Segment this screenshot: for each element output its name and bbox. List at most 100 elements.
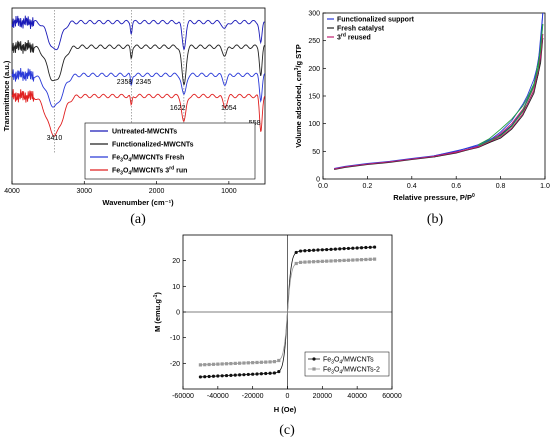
panel-c-marker xyxy=(251,361,255,365)
panel-c-marker xyxy=(277,369,281,374)
panel-a-annotation: 1054 xyxy=(221,105,237,112)
panel-c-marker xyxy=(264,360,268,364)
panel-a-series-line xyxy=(11,89,266,137)
panel-c-marker xyxy=(251,372,255,376)
panel-c: -60000 -40000 -20000 0 20000 40000 60000 -20 -10… xyxy=(153,234,402,438)
panel-c-marker xyxy=(211,362,216,366)
panel-c-marker xyxy=(342,247,346,251)
panel-b-ytick-label: 200 xyxy=(308,66,320,73)
panel-c-ytick-label: 20 xyxy=(172,258,180,265)
panel-c-marker xyxy=(203,363,207,367)
panel-c-marker xyxy=(198,363,203,367)
panel-c-ytick-label: -20 xyxy=(170,361,180,368)
panel-b-ytick-label: 100 xyxy=(308,121,320,128)
panel-c-marker xyxy=(255,360,259,365)
panel-a-series-line xyxy=(11,15,265,51)
panel-b-legend-label: Fresh catalyst xyxy=(337,26,385,33)
panel-a-caption: (a) xyxy=(130,212,146,227)
panel-c-marker xyxy=(355,258,359,262)
panel-c-xtick-label: 0 xyxy=(286,393,290,400)
panel-a-legend-label: Fe3O4/MWCNTs 3rd run xyxy=(112,166,187,177)
panel-c-marker xyxy=(312,248,316,252)
panel-b-ytick-label: 150 xyxy=(308,94,320,101)
panel-b: 0.0 0.2 0.4 0.6 0.8 1.0 0 50 100 150 200 250 300 Fun… xyxy=(294,11,550,228)
panel-c-marker xyxy=(207,362,211,367)
panel-c-marker xyxy=(264,371,268,376)
panel-a-annotation: 2345 xyxy=(136,79,152,86)
panel-b-xlabel: Relative pressure, P/P0 xyxy=(393,193,475,202)
panel-c-marker xyxy=(242,373,246,377)
panel-a-legend-label: Fe3O4/MWCNTs Fresh xyxy=(112,155,184,164)
panel-a-legend-box xyxy=(84,122,256,180)
panel-b-ytick-label: 0 xyxy=(316,177,320,184)
panel-b-ylabel: Volume adsorbed, cm3/g STP xyxy=(294,44,303,148)
panel-a-series-line xyxy=(11,39,265,86)
panel-c-marker xyxy=(329,259,333,263)
panel-c-marker xyxy=(368,257,372,261)
panel-c-ytick-label: 0 xyxy=(176,310,180,317)
panel-c-marker xyxy=(216,362,220,366)
panel-b-caption: (b) xyxy=(427,212,444,227)
panel-b-series-line xyxy=(433,33,544,157)
panel-c-marker xyxy=(268,360,272,364)
panel-c-marker xyxy=(272,371,277,375)
panel-c-marker xyxy=(316,259,320,264)
panel-c-marker xyxy=(298,249,303,253)
panel-c-marker xyxy=(364,245,368,250)
panel-c-marker xyxy=(246,361,250,365)
panel-c-xtick-label: -40000 xyxy=(207,393,229,400)
panel-a-ylabel: Transmittance (a.u.) xyxy=(2,60,11,131)
panel-c-marker xyxy=(312,260,316,264)
panel-b-series-line xyxy=(478,24,544,146)
panel-c-marker xyxy=(359,246,364,250)
panel-c-marker xyxy=(325,247,329,252)
panel-c-marker xyxy=(372,245,377,249)
panel-a-annotation: 3410 xyxy=(47,135,63,142)
panel-c-marker xyxy=(320,259,324,263)
panel-b-xtick-label: 0.6 xyxy=(451,183,461,190)
panel-c-xtick-label: 60000 xyxy=(382,393,402,400)
panel-c-marker xyxy=(333,259,337,263)
panel-c-marker xyxy=(325,259,329,263)
panel-c-marker xyxy=(238,373,242,377)
panel-c-marker xyxy=(246,372,250,377)
panel-a-legend-label: Functionalized-MWCNTs xyxy=(112,142,194,149)
panel-b-legend-label: 3rd reused xyxy=(337,33,371,42)
panel-b-ytick-label: 250 xyxy=(308,38,320,45)
panel-c-marker xyxy=(255,372,259,376)
panel-c-marker xyxy=(203,375,207,379)
panel-c-marker xyxy=(220,362,224,366)
panel-c-marker xyxy=(351,246,355,250)
panel-b-series-line xyxy=(334,33,544,170)
panel-c-marker xyxy=(338,259,342,263)
panel-c-legend-label: Fe3O4/MWCNTs xyxy=(323,357,374,366)
panel-c-marker xyxy=(320,248,324,252)
panel-b-series-line xyxy=(433,12,544,157)
panel-c-marker xyxy=(268,371,272,375)
panel-c-marker xyxy=(342,258,346,263)
panel-c-marker xyxy=(346,246,351,251)
panel-a-annotation: 1622 xyxy=(170,105,186,112)
panel-c-ylabel: M (emu.g-1) xyxy=(153,292,162,332)
panel-c-marker xyxy=(346,258,351,262)
panel-c-marker xyxy=(224,373,229,378)
panel-c-marker xyxy=(229,361,233,366)
panel-c-marker xyxy=(272,360,277,364)
panel-c-xtick-label: -20000 xyxy=(242,393,264,400)
panel-c-marker xyxy=(277,358,281,363)
panel-c-xtick-label: -60000 xyxy=(172,393,194,400)
panel-c-marker xyxy=(220,374,224,378)
panel-c-marker xyxy=(233,361,237,365)
panel-b-xtick-label: 0.4 xyxy=(407,183,417,190)
panel-b-ytick-label: 300 xyxy=(308,11,320,18)
panel-b-series-line xyxy=(334,37,544,171)
panel-c-legend-marker xyxy=(312,357,316,361)
panel-b-legend-label: Functionalized support xyxy=(337,17,415,24)
panel-c-marker xyxy=(372,257,377,261)
panel-c-marker xyxy=(211,374,216,378)
panel-c-marker xyxy=(294,261,298,266)
panel-c-caption: (c) xyxy=(279,423,295,438)
panel-c-marker xyxy=(224,362,229,366)
